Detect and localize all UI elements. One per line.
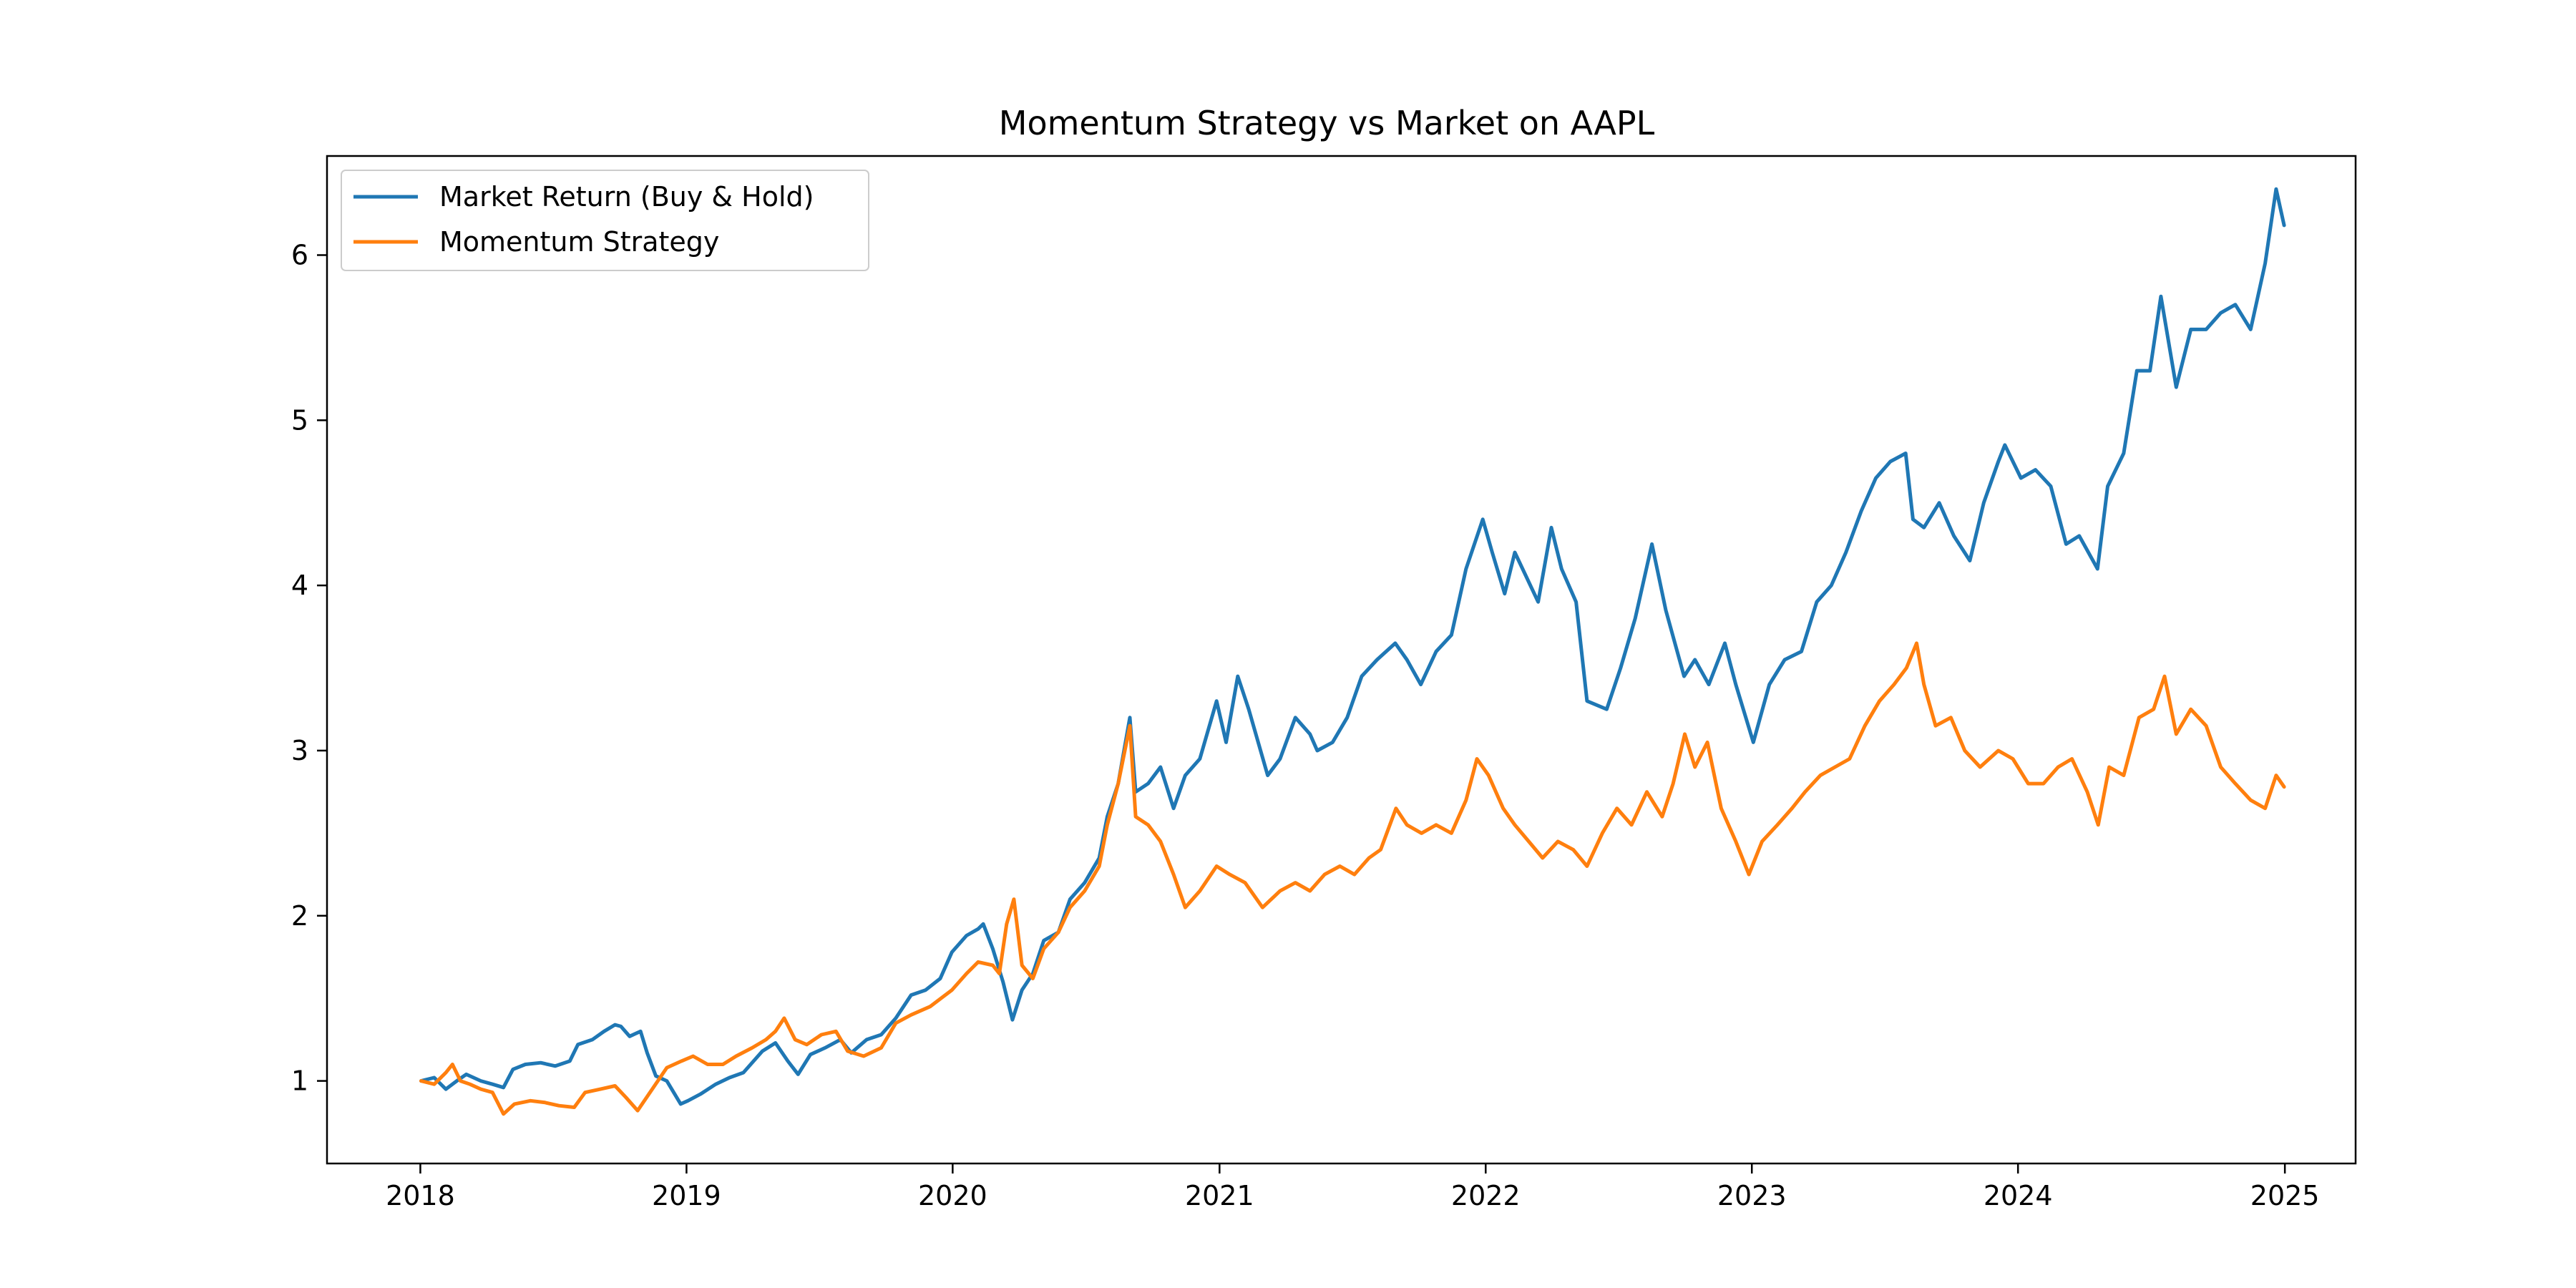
- x-tick-label-2023: 2023: [1717, 1180, 1787, 1211]
- x-tick-label-2025: 2025: [2250, 1180, 2320, 1211]
- x-tick-label-2021: 2021: [1185, 1180, 1254, 1211]
- series-line-momentum: [419, 641, 2286, 1116]
- series-line-market: [419, 187, 2286, 1106]
- y-tick-label-4: 4: [291, 570, 308, 601]
- legend-label-momentum: Momentum Strategy: [439, 226, 719, 258]
- x-tick-label-2022: 2022: [1451, 1180, 1521, 1211]
- plot-area: [326, 155, 2357, 1165]
- x-tick-label-2020: 2020: [918, 1180, 987, 1211]
- y-tick-label-2: 2: [291, 900, 308, 932]
- x-tick-label-2018: 2018: [386, 1180, 455, 1211]
- x-axis: 2018 2019 2020 2021 2022 2023 2024 2025: [386, 1163, 2320, 1211]
- y-tick-label-5: 5: [291, 404, 308, 436]
- legend: Market Return (Buy & Hold) Momentum Stra…: [341, 170, 869, 271]
- legend-label-market: Market Return (Buy & Hold): [439, 181, 814, 213]
- legend-box: [341, 170, 869, 271]
- y-tick-label-3: 3: [291, 735, 308, 766]
- x-tick-label-2024: 2024: [1984, 1180, 2053, 1211]
- y-tick-label-6: 6: [291, 239, 308, 270]
- y-tick-label-1: 1: [291, 1065, 308, 1097]
- series-layer: [419, 187, 2286, 1116]
- chart-title: Momentum Strategy vs Market on AAPL: [999, 104, 1655, 142]
- x-tick-label-2019: 2019: [652, 1180, 721, 1211]
- y-axis: 1 2 3 4 5 6: [291, 239, 327, 1097]
- axes-frame: [326, 155, 2357, 1165]
